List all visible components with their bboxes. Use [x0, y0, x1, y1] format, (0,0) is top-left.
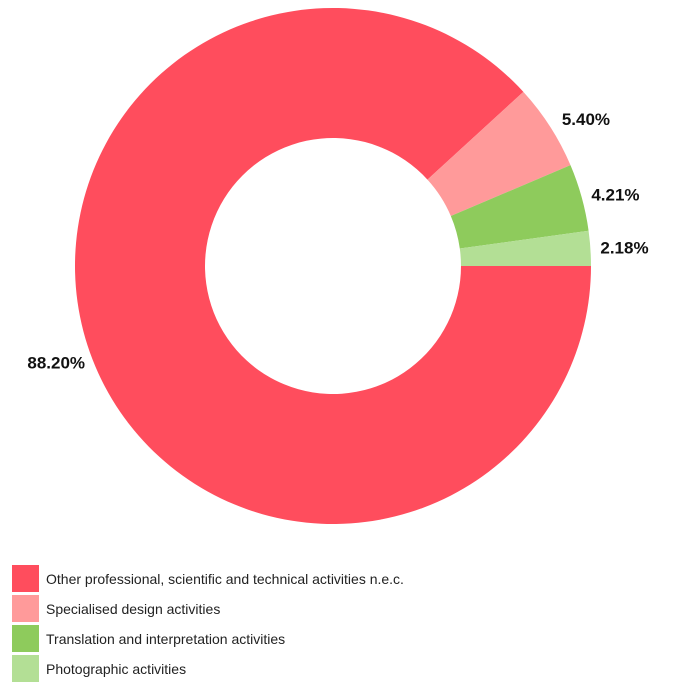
slice-translation-label: 4.21% — [591, 186, 639, 205]
legend-swatch — [12, 655, 39, 682]
legend-swatch — [12, 595, 39, 622]
legend-item-specialised-design: Specialised design activities — [12, 595, 404, 622]
slice-other-professional — [75, 7, 592, 524]
slice-specialised-design — [427, 91, 571, 216]
slice-labels: 88.20% 5.40% 4.21% 2.18% — [27, 110, 648, 372]
slice-photographic — [459, 230, 591, 266]
legend-swatch — [12, 565, 39, 592]
legend-item-translation: Translation and interpretation activitie… — [12, 625, 404, 652]
slice-translation — [450, 165, 589, 249]
legend-label: Photographic activities — [46, 660, 187, 677]
donut-chart: 88.20% 5.40% 4.21% 2.18% — [27, 7, 649, 524]
legend-item-photographic: Photographic activities — [12, 655, 404, 682]
slice-other-professional-label: 88.20% — [27, 353, 85, 372]
legend-swatch — [12, 625, 39, 652]
slice-specialised-design-label: 5.40% — [562, 110, 610, 129]
legend-label: Other professional, scientific and techn… — [46, 570, 404, 587]
legend-item-other-professional: Other professional, scientific and techn… — [12, 565, 404, 592]
legend: Other professional, scientific and techn… — [12, 565, 404, 685]
legend-label: Translation and interpretation activitie… — [46, 630, 286, 647]
donut-slices — [75, 7, 592, 524]
legend-label: Specialised design activities — [46, 600, 221, 617]
slice-photographic-label: 2.18% — [600, 239, 648, 258]
